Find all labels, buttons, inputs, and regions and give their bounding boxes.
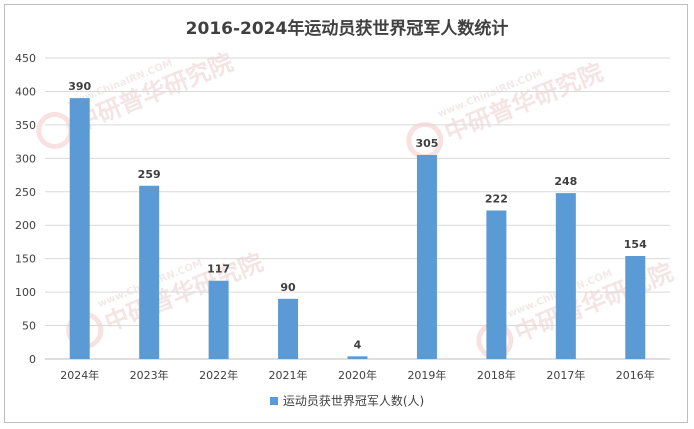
y-tick-label: 150 <box>15 253 36 266</box>
x-tick-label: 2018年 <box>477 368 516 382</box>
data-label: 154 <box>624 238 647 251</box>
y-tick-label: 400 <box>15 85 36 98</box>
y-tick-label: 200 <box>15 219 36 232</box>
y-tick-label: 0 <box>29 353 36 366</box>
x-tick-label: 2023年 <box>130 368 169 382</box>
bar <box>486 210 507 359</box>
data-label: 259 <box>138 168 161 181</box>
legend: 运动员获世界冠军人数(人) <box>0 392 694 409</box>
y-tick-label: 100 <box>15 286 36 299</box>
y-tick-label: 300 <box>15 152 36 165</box>
bar <box>139 185 160 359</box>
data-label: 305 <box>415 137 438 150</box>
legend-swatch <box>269 396 278 405</box>
bar <box>555 193 576 359</box>
data-label: 222 <box>485 193 508 206</box>
x-tick-label: 2019年 <box>407 368 446 382</box>
y-tick-label: 250 <box>15 186 36 199</box>
x-tick-label: 2022年 <box>199 368 238 382</box>
x-tick-label: 2017年 <box>546 368 585 382</box>
chart-title: 2016-2024年运动员获世界冠军人数统计 <box>185 19 509 39</box>
bar <box>278 298 299 359</box>
bar <box>347 356 368 359</box>
x-tick-label: 2016年 <box>616 368 655 382</box>
x-tick-label: 2024年 <box>60 368 99 382</box>
data-label: 90 <box>280 281 296 294</box>
data-label: 248 <box>554 175 577 188</box>
x-tick-label: 2021年 <box>269 368 308 382</box>
x-tick-label: 2020年 <box>338 368 377 382</box>
data-label: 117 <box>207 263 230 276</box>
data-label: 390 <box>68 80 91 93</box>
bar <box>208 280 229 359</box>
y-tick-label: 450 <box>15 52 36 65</box>
bar <box>69 98 90 359</box>
bar <box>625 255 646 359</box>
bar <box>416 154 437 359</box>
legend-label: 运动员获世界冠军人数(人) <box>282 394 425 408</box>
y-tick-label: 350 <box>15 119 36 132</box>
y-tick-label: 50 <box>22 320 36 333</box>
data-label: 4 <box>354 338 362 351</box>
